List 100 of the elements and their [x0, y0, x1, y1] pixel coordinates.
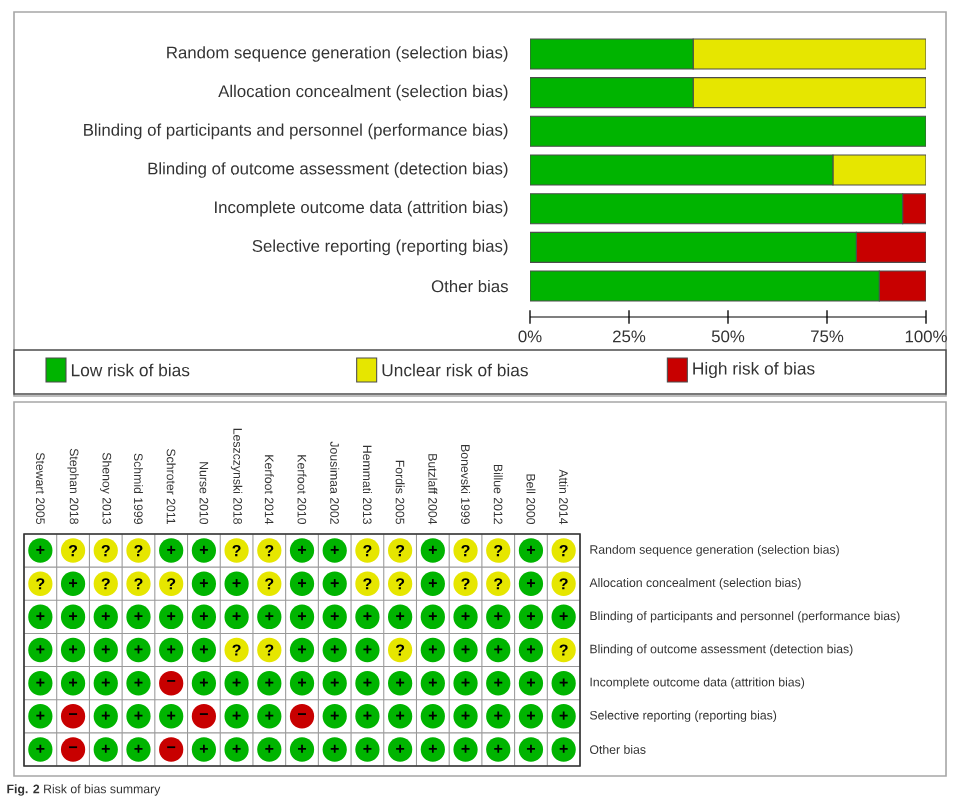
text: + [199, 744, 208, 753]
text: + [396, 711, 405, 720]
text: ? [265, 578, 274, 590]
text: + [101, 612, 110, 621]
text: ? [461, 578, 470, 590]
text: + [134, 678, 143, 687]
legend-label: Unclear risk of bias [382, 363, 528, 377]
text: + [559, 711, 568, 720]
text: + [101, 678, 110, 687]
text: + [461, 744, 470, 753]
x-tick-label: 25% [613, 330, 646, 343]
text: + [69, 612, 78, 621]
text: + [36, 744, 45, 753]
text: + [428, 711, 437, 720]
legend-label: Low risk of bias [71, 363, 190, 377]
text: ? [395, 644, 405, 656]
text: + [461, 645, 470, 654]
text: ? [559, 578, 568, 590]
text: ? [232, 544, 241, 557]
text: + [69, 678, 78, 687]
text: + [265, 711, 274, 720]
text: + [494, 678, 503, 687]
text: ? [559, 544, 568, 557]
text: + [36, 678, 45, 687]
text: + [36, 545, 45, 555]
y-tick-label: Other bias [431, 279, 508, 293]
text: + [428, 645, 437, 654]
text: + [559, 678, 568, 687]
text: + [559, 744, 568, 753]
text: + [330, 711, 339, 720]
text: + [330, 579, 339, 588]
text: + [134, 612, 143, 621]
legend-label: High risk of bias [693, 361, 815, 379]
text: ? [265, 544, 274, 557]
text: + [526, 744, 535, 753]
text: + [494, 612, 503, 621]
text: + [330, 678, 339, 687]
text: + [526, 678, 535, 687]
text: + [232, 744, 241, 753]
text: + [36, 711, 45, 720]
text: + [494, 645, 503, 654]
text: + [199, 579, 208, 588]
text: + [428, 579, 437, 588]
text: + [167, 711, 176, 720]
text: + [363, 612, 372, 621]
text: + [363, 711, 372, 720]
text: ? [395, 578, 405, 590]
text: ? [363, 544, 372, 557]
text: ? [101, 578, 110, 590]
text: + [199, 545, 208, 555]
text: ? [494, 578, 503, 590]
text: + [298, 579, 307, 588]
text: + [526, 612, 535, 621]
text: + [526, 711, 535, 720]
y-tick-label: Selective reporting (reporting bias) [252, 239, 508, 256]
text: + [101, 645, 110, 654]
x-tick-label: 50% [711, 330, 745, 343]
text: + [199, 678, 208, 687]
text: + [526, 545, 535, 555]
y-tick-label: Random sequence generation (selection bias) [167, 46, 508, 62]
text: + [232, 711, 241, 720]
text: + [265, 744, 274, 753]
text: − [69, 713, 78, 715]
y-tick-label: Incomplete outcome data (attrition bias) [215, 200, 508, 217]
text: + [298, 612, 307, 621]
text: + [428, 678, 437, 687]
text: − [199, 713, 208, 715]
text: + [559, 612, 568, 621]
text: + [526, 645, 535, 654]
text: ? [134, 578, 143, 590]
text: ? [232, 644, 241, 656]
text: + [101, 711, 110, 720]
text: + [330, 612, 339, 621]
text: ? [68, 544, 78, 557]
text: ? [36, 578, 45, 590]
text: + [69, 645, 78, 654]
text: + [363, 645, 372, 654]
text: + [330, 744, 339, 753]
text: + [167, 645, 176, 654]
text: + [265, 612, 274, 621]
text: ? [134, 544, 143, 557]
text: + [396, 744, 405, 753]
x-tick-label: 0% [518, 330, 542, 343]
text: + [461, 612, 470, 621]
text: + [494, 744, 503, 753]
text: + [396, 678, 405, 687]
text: ? [265, 644, 274, 656]
text: ? [494, 544, 503, 557]
text: + [396, 612, 405, 621]
text: + [265, 678, 274, 687]
text: ? [461, 544, 470, 557]
text: + [330, 545, 339, 555]
text: + [363, 744, 372, 753]
text: − [69, 746, 78, 749]
text: + [330, 645, 339, 654]
text: + [298, 744, 307, 753]
text: ? [559, 644, 568, 656]
text: ? [101, 544, 110, 557]
y-tick-label: Allocation concealment (selection bias) [218, 84, 508, 101]
text: + [101, 744, 110, 753]
